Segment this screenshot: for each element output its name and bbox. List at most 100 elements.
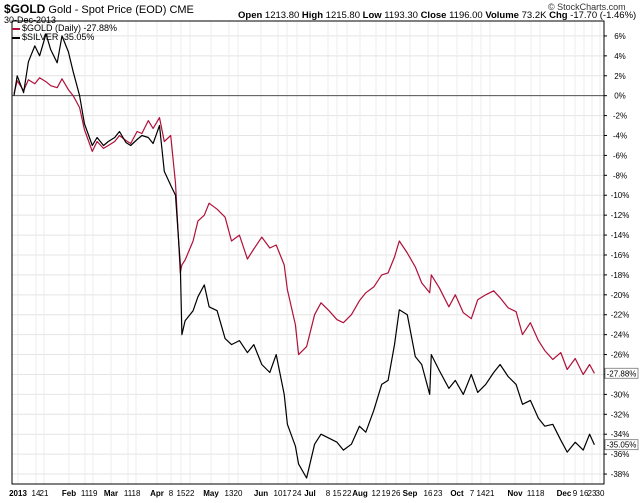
x-tick-label: 21	[40, 489, 49, 498]
y-tick-label: -18%	[611, 271, 630, 280]
x-tick-label: 22	[186, 489, 195, 498]
x-axis-ticks: 2013 14 21 Feb 11 19 Mar 11 18 Apr 8 15 22 May 13 20 Jun…	[9, 489, 605, 498]
close-label: Close	[420, 10, 447, 21]
open-label: Open	[238, 10, 263, 21]
high-label: High	[301, 10, 324, 21]
series-lines	[13, 33, 595, 479]
y-tick-label: -34%	[611, 430, 630, 439]
close-value: 1196.00	[449, 10, 483, 21]
x-tick-label: 15	[177, 489, 186, 498]
legend-swatch-silver	[12, 36, 20, 39]
volume-value: 73.2K	[521, 10, 547, 21]
x-tick-label: 18	[536, 489, 545, 498]
x-tick-label: 2013	[9, 489, 27, 498]
x-tick-label: 8	[169, 489, 174, 498]
last-value-label: -27.88%	[607, 369, 637, 378]
chg-label: Chg	[549, 10, 568, 21]
x-tick-label: 19	[382, 489, 391, 498]
brand-watermark: © StockCharts.com	[548, 2, 626, 12]
chart-date: 30-Dec-2013	[4, 15, 57, 25]
y-tick-label: -8%	[613, 171, 627, 180]
y-tick-label: 2%	[614, 72, 626, 81]
x-tick-label: 11	[81, 489, 90, 498]
x-tick-label: 14	[477, 489, 486, 498]
x-tick-label: 11	[527, 489, 536, 498]
chart-grid	[12, 21, 604, 484]
x-tick-label: 15	[333, 489, 342, 498]
y-tick-label: 6%	[614, 32, 626, 41]
legend-label-silver: $SILVER -35.05%	[22, 32, 95, 42]
x-tick-label: 16	[424, 489, 433, 498]
y-tick-label: -10%	[611, 191, 630, 200]
x-tick-label: Sep	[403, 489, 418, 498]
last-value-box	[604, 367, 639, 379]
legend-item-gold: $GOLD (Daily) -27.88%	[12, 23, 117, 33]
x-tick-label: Mar	[104, 489, 118, 498]
high-value: 1215.80	[325, 10, 360, 21]
x-tick-label: 8	[326, 489, 331, 498]
x-tick-label: May	[203, 489, 219, 498]
legend-swatch-gold	[12, 27, 20, 30]
x-tick-label: 18	[132, 489, 141, 498]
last-value-labels: -27.88% -35.05%	[604, 367, 639, 451]
y-tick-label: -20%	[611, 291, 630, 300]
chart-symbol: $GOLD Gold - Spot Price (EOD) CME	[4, 2, 194, 16]
y-tick-label: -12%	[611, 211, 630, 220]
y-tick-label: 0%	[614, 92, 626, 101]
quote-summary: Open 1213.80 High 1215.80 Low 1193.30 Cl…	[238, 10, 636, 21]
y-tick-label: -14%	[611, 231, 630, 240]
x-tick-label: 9	[573, 489, 578, 498]
y-tick-label: -24%	[611, 331, 630, 340]
y-tick-label: -26%	[611, 351, 630, 360]
low-label: Low	[362, 10, 382, 21]
volume-label: Volume	[485, 10, 519, 21]
gold-series-line	[13, 77, 595, 376]
x-tick-label: 7	[470, 489, 475, 498]
x-tick-label: 24	[293, 489, 302, 498]
x-tick-label: Jul	[304, 489, 316, 498]
y-tick-label: -6%	[613, 151, 627, 160]
last-value-box	[604, 439, 639, 451]
x-tick-label: Dec	[557, 489, 572, 498]
x-tick-label: Oct	[450, 489, 464, 498]
x-tick-label: 23	[588, 489, 597, 498]
y-tick-label: 4%	[614, 52, 626, 61]
x-tick-label: 13	[225, 489, 234, 498]
legend-label-gold: $GOLD (Daily) -27.88%	[22, 23, 118, 33]
x-tick-label: Feb	[62, 489, 76, 498]
y-tick-label: -36%	[611, 450, 630, 459]
y-tick-label: -38%	[611, 470, 630, 479]
x-tick-label: 30	[596, 489, 605, 498]
x-tick-label: Apr	[150, 489, 164, 498]
y-tick-label: -2%	[613, 112, 627, 121]
silver-series-line	[13, 33, 595, 479]
x-tick-label: 20	[234, 489, 243, 498]
symbol-text: $GOLD	[4, 2, 46, 16]
y-axis-ticks: 6% 4% 2% 0% -2% -4% -6% -8% -10% -12% -14% -16% -18%…	[604, 32, 629, 479]
x-tick-label: Nov	[507, 489, 523, 498]
chg-value: -17.70 (-1.46%)	[570, 10, 637, 21]
x-tick-label: Aug	[352, 489, 368, 498]
x-tick-label: 21	[486, 489, 495, 498]
exchange: CME	[169, 4, 194, 16]
x-tick-label: 12	[372, 489, 381, 498]
x-tick-label: 26	[392, 489, 401, 498]
x-tick-label: 23	[434, 489, 443, 498]
plot-frame	[11, 20, 605, 485]
last-value-label: -35.05%	[607, 441, 637, 450]
x-tick-label: 14	[32, 489, 41, 498]
x-tick-label: 22	[343, 489, 352, 498]
x-tick-label: Jun	[254, 489, 268, 498]
y-tick-label: -30%	[611, 390, 630, 399]
symbol-description: Gold - Spot Price (EOD)	[48, 4, 167, 16]
y-tick-label: -32%	[611, 410, 630, 419]
open-value: 1213.80	[264, 10, 300, 21]
x-tick-label: 11	[124, 489, 133, 498]
low-value: 1193.30	[384, 10, 418, 21]
x-tick-label: 17	[283, 489, 292, 498]
y-tick-label: -16%	[611, 251, 630, 260]
x-tick-label: 10	[274, 489, 283, 498]
x-tick-label: 19	[89, 489, 98, 498]
y-tick-label: -22%	[611, 311, 630, 320]
